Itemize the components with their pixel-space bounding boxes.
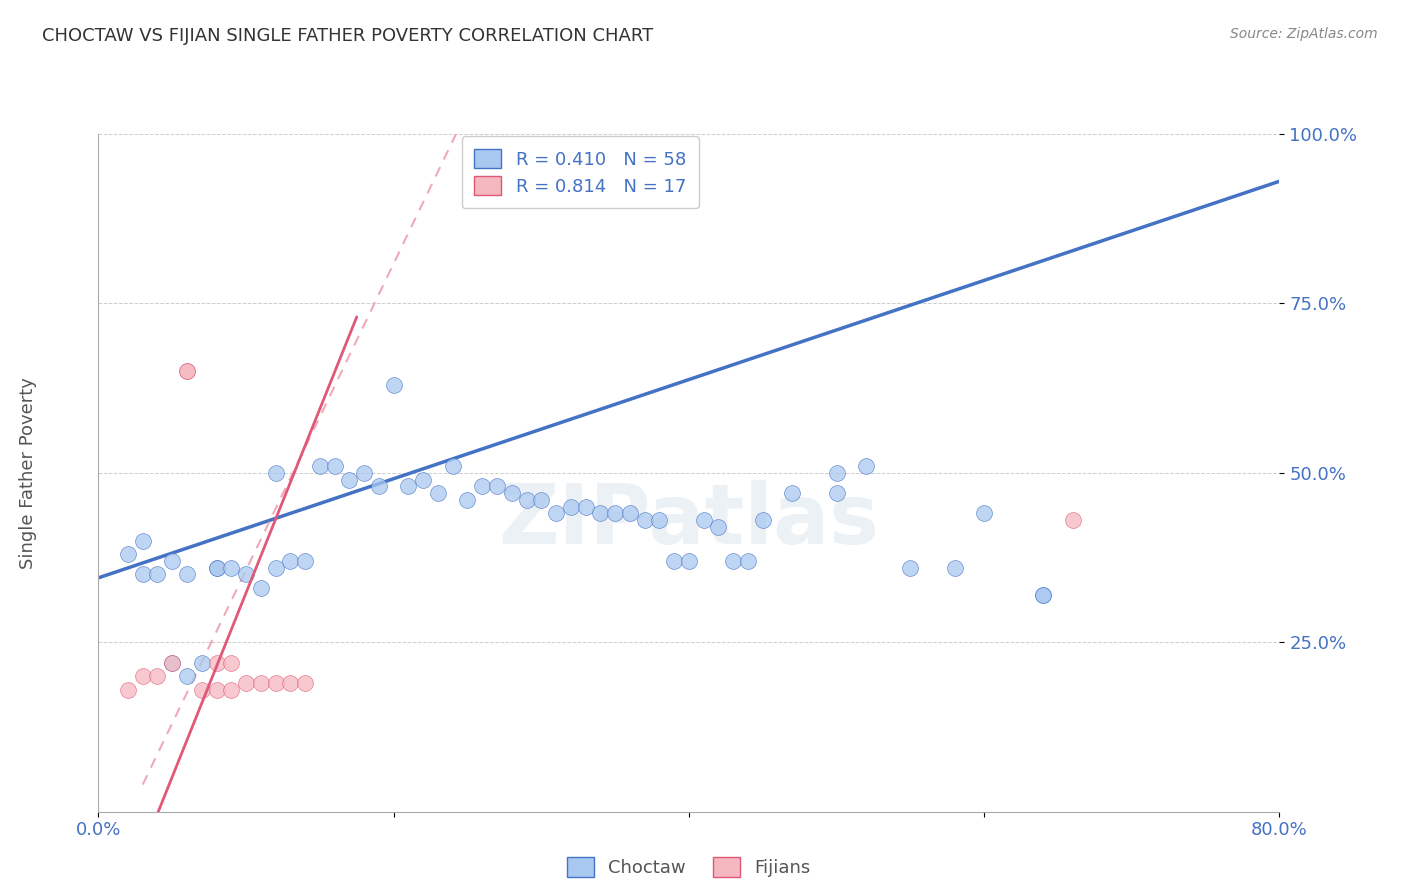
Point [648, 513, 671, 527]
Point [751, 513, 773, 527]
Point [278, 676, 302, 690]
Point [619, 507, 641, 521]
Point [219, 682, 242, 697]
Point [191, 682, 214, 697]
Text: CHOCTAW VS FIJIAN SINGLE FATHER POVERTY CORRELATION CHART: CHOCTAW VS FIJIAN SINGLE FATHER POVERTY … [42, 27, 654, 45]
Point [278, 554, 302, 568]
Point [721, 554, 744, 568]
Point [205, 560, 228, 574]
Point [707, 520, 730, 534]
Point [1032, 588, 1054, 602]
Point [441, 458, 464, 473]
Point [323, 458, 346, 473]
Point [235, 567, 257, 582]
Point [146, 669, 169, 683]
Point [973, 507, 995, 521]
Point [382, 377, 405, 392]
Point [132, 533, 155, 548]
Point [162, 656, 183, 670]
Point [1032, 588, 1054, 602]
Point [146, 567, 169, 582]
Point [309, 458, 332, 473]
Point [1062, 513, 1084, 527]
Point [235, 676, 257, 690]
Point [205, 682, 228, 697]
Point [162, 656, 183, 670]
Point [605, 507, 627, 521]
Point [664, 554, 686, 568]
Text: Source: ZipAtlas.com: Source: ZipAtlas.com [1230, 27, 1378, 41]
Point [264, 676, 287, 690]
Point [544, 507, 567, 521]
Point [368, 479, 391, 493]
Point [117, 547, 139, 561]
Point [574, 500, 596, 514]
Point [825, 486, 848, 500]
Point [176, 567, 198, 582]
Point [855, 458, 877, 473]
Point [117, 682, 139, 697]
Point [825, 466, 848, 480]
Point [250, 676, 273, 690]
Point [678, 554, 700, 568]
Point [264, 560, 287, 574]
Point [176, 364, 198, 378]
Point [176, 364, 198, 378]
Point [162, 554, 183, 568]
Point [900, 560, 922, 574]
Point [560, 500, 582, 514]
Point [132, 567, 155, 582]
Text: ZIPatlas: ZIPatlas [499, 480, 879, 561]
Point [396, 479, 419, 493]
Point [501, 486, 523, 500]
Point [353, 466, 375, 480]
Point [205, 656, 228, 670]
Point [427, 486, 450, 500]
Point [515, 492, 537, 507]
Point [205, 560, 228, 574]
Point [471, 479, 494, 493]
Point [412, 473, 434, 487]
Point [486, 479, 509, 493]
Point [633, 513, 655, 527]
Point [219, 656, 242, 670]
Point [737, 554, 759, 568]
Point [693, 513, 716, 527]
Point [294, 554, 316, 568]
Point [456, 492, 478, 507]
Point [530, 492, 553, 507]
Point [589, 507, 612, 521]
Point [219, 560, 242, 574]
Point [176, 669, 198, 683]
Point [250, 581, 273, 595]
Point [264, 466, 287, 480]
Point [943, 560, 966, 574]
Legend: Choctaw, Fijians: Choctaw, Fijians [560, 850, 818, 884]
Point [337, 473, 360, 487]
Point [132, 669, 155, 683]
Point [191, 656, 214, 670]
Point [294, 676, 316, 690]
Point [782, 486, 804, 500]
Text: Single Father Poverty: Single Father Poverty [18, 376, 37, 569]
